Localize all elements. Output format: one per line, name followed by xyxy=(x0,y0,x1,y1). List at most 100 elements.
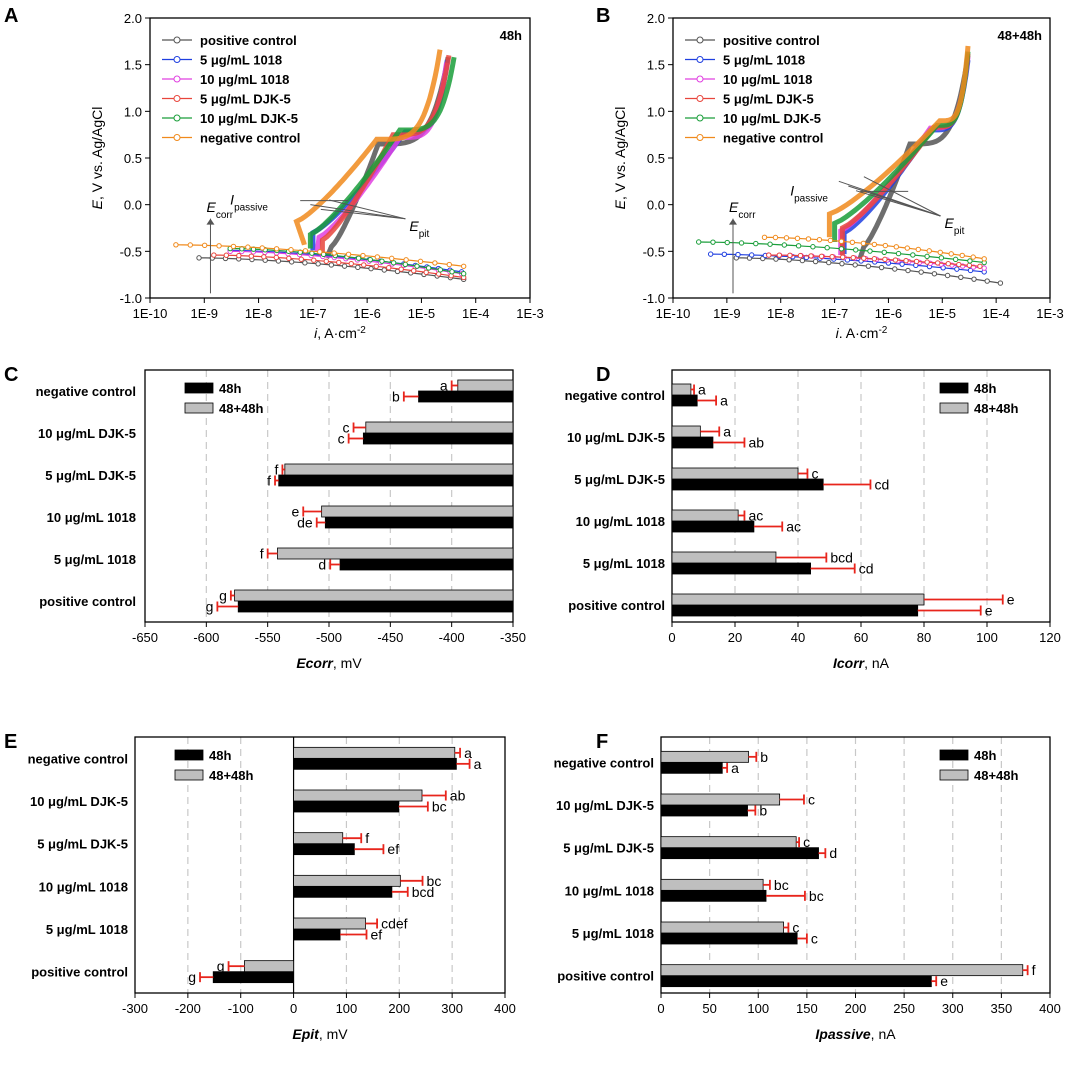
data-point xyxy=(984,278,990,284)
y-tick-label: 0.0 xyxy=(647,198,665,213)
data-point xyxy=(938,255,945,261)
data-point xyxy=(302,260,308,266)
data-point xyxy=(323,258,329,265)
data-point xyxy=(850,254,856,261)
ipassive-annotation-part: passive xyxy=(234,202,268,213)
category-label: 5 μg/mL 1018 xyxy=(583,556,665,571)
series-anodic-4 xyxy=(307,56,457,249)
bar-panel-E: E -300 -200 -100 0 100 200 300 400 Epit, mV negati… xyxy=(4,731,516,1042)
panel-label: E xyxy=(4,731,17,753)
data-point xyxy=(787,252,793,259)
bar-panel-C: C -650 -600 -550 -500 -450 -400 -350 Ecorr, mV ne… xyxy=(4,364,526,671)
data-point xyxy=(766,252,772,258)
polarization-panel-A: A 48h 1E-10 1E-9 1E-8 1E-7 1E-6 1E-5 1E-4 1E-3 -1.… xyxy=(4,5,544,341)
bar-48-48h xyxy=(660,878,764,891)
category-label: 10 μg/mL DJK-5 xyxy=(30,794,128,809)
data-point xyxy=(781,242,788,248)
x-tick-label: 50 xyxy=(702,1001,716,1016)
significance-letter: f xyxy=(365,830,369,846)
significance-letter: c xyxy=(803,834,810,850)
bar-48-48h xyxy=(457,379,514,392)
data-point xyxy=(871,256,878,262)
plot-area xyxy=(695,45,1004,286)
data-point xyxy=(211,252,217,258)
significance-letter: d xyxy=(829,845,837,861)
data-point xyxy=(826,259,832,266)
data-point xyxy=(248,253,255,259)
legend-entry: 5 μg/mL 1018 xyxy=(200,53,282,68)
legend-entry: negative control xyxy=(200,131,300,146)
ipassive-annotation-part: passive xyxy=(794,193,828,204)
category-label: negative control xyxy=(565,388,665,403)
x-axis-label-part: Ipassive xyxy=(815,1026,870,1042)
x-tick-label: -600 xyxy=(193,630,219,645)
category-label: negative control xyxy=(554,755,654,770)
x-axis-label-part: , mV xyxy=(319,1026,348,1042)
epit-pointer xyxy=(329,199,406,220)
bar-48h xyxy=(293,885,393,898)
x-axis-label-part: , nA xyxy=(864,655,890,671)
significance-letter: bc xyxy=(809,888,824,904)
legend-entry: negative control xyxy=(723,131,823,146)
y-tick-label: 1.0 xyxy=(124,104,142,119)
data-point xyxy=(341,263,348,269)
data-point xyxy=(934,260,941,266)
x-tick-label: 150 xyxy=(796,1001,818,1016)
bar-48-48h xyxy=(365,421,514,434)
legend: 48h 48+48h xyxy=(174,748,254,783)
data-point xyxy=(824,245,830,251)
x-axis-label-part: , A·cm xyxy=(317,325,357,341)
y-tick-label: 1.5 xyxy=(647,58,665,73)
ecorr-annotation-part: E xyxy=(206,199,216,215)
data-point xyxy=(411,268,417,274)
x-tick-label: 1E-4 xyxy=(982,306,1009,321)
data-point xyxy=(893,244,900,250)
panel-label: D xyxy=(596,364,610,386)
epit-pointer xyxy=(320,208,406,220)
data-point xyxy=(918,269,924,275)
data-point xyxy=(892,257,899,263)
category-label: 10 μg/mL DJK-5 xyxy=(38,426,136,441)
data-point xyxy=(903,257,909,264)
x-axis-label: Epit, mV xyxy=(292,1026,348,1042)
ecorr-annotation: Ecorr xyxy=(206,199,233,221)
significance-letter: b xyxy=(392,389,400,405)
legend-marker xyxy=(696,75,704,83)
x-axis-label-part: . A·cm xyxy=(839,325,879,341)
data-point xyxy=(910,252,916,258)
legend-entry: 10 μg/mL DJK-5 xyxy=(200,111,298,126)
category-label: 10 μg/mL 1018 xyxy=(576,514,665,529)
data-point xyxy=(865,263,872,269)
significance-letter: ef xyxy=(371,927,383,943)
category-label: positive control xyxy=(557,969,654,984)
category-label: 10 μg/mL 1018 xyxy=(565,883,654,898)
epit-annotation-part: pit xyxy=(954,226,965,237)
data-point xyxy=(336,259,342,266)
ipassive-annotation-part: I xyxy=(230,192,234,208)
bar-48-48h xyxy=(293,832,344,845)
data-point xyxy=(315,261,321,267)
data-point xyxy=(230,243,237,250)
significance-letter: cd xyxy=(859,561,874,577)
legend-marker xyxy=(696,95,704,102)
x-tick-label: -650 xyxy=(132,630,158,645)
x-tick-label: 20 xyxy=(728,630,742,645)
y-tick-label: -1.0 xyxy=(120,291,142,306)
legend: 48h 48+48h xyxy=(939,748,1019,783)
bar-48h xyxy=(660,804,748,817)
x-tick-label: -400 xyxy=(439,630,465,645)
category-label: 5 μg/mL DJK-5 xyxy=(574,472,665,487)
x-tick-label: 1E-6 xyxy=(353,306,380,321)
data-point xyxy=(904,245,911,251)
category-label: 10 μg/mL DJK-5 xyxy=(567,430,665,445)
significance-letter: e xyxy=(1007,592,1015,608)
data-point xyxy=(971,276,977,282)
x-tick-label: 1E-9 xyxy=(713,306,740,321)
bar-48-48h xyxy=(671,425,701,438)
category-label: 5 μg/mL 1018 xyxy=(46,922,128,937)
data-point xyxy=(839,260,845,267)
legend-marker xyxy=(696,36,704,44)
data-point xyxy=(288,259,295,265)
significance-letter: e xyxy=(940,973,948,989)
x-tick-label: -200 xyxy=(175,1001,201,1016)
